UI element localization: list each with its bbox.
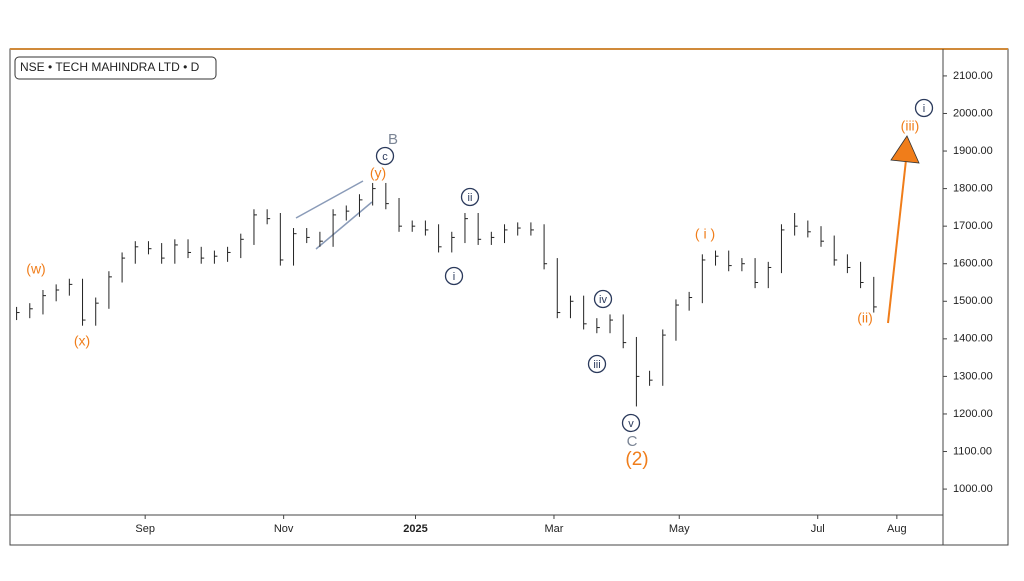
- y-tick-label: 1200.00: [953, 408, 993, 420]
- wave-label: ii: [468, 192, 473, 204]
- wave-label: B: [388, 131, 398, 148]
- wave-circle: [587, 354, 607, 374]
- wave-label: (ii): [857, 310, 873, 326]
- projection-arrow: [887, 135, 920, 324]
- y-tick-label: 1300.00: [953, 370, 993, 382]
- wave-label: iv: [599, 294, 607, 306]
- title-box: [14, 56, 217, 80]
- y-tick-label: 1500.00: [953, 295, 993, 307]
- y-tick-label: 1800.00: [953, 183, 993, 195]
- x-tick-label: May: [669, 523, 690, 535]
- wave-label: i: [453, 271, 455, 283]
- x-tick-label: 2025: [403, 523, 427, 535]
- y-tick-label: 1700.00: [953, 220, 993, 232]
- wave-circle: [444, 266, 464, 286]
- wave-label: i: [923, 103, 925, 115]
- wave-label: (iii): [901, 118, 920, 134]
- y-tick-label: 1000.00: [953, 483, 993, 495]
- channel: [295, 180, 373, 250]
- wave-label: v: [628, 418, 634, 430]
- y-tick-label: 2000.00: [953, 107, 993, 119]
- wave-label: ( i ): [695, 226, 715, 242]
- wave-circle: [593, 289, 613, 309]
- y-tick-label: 1400.00: [953, 333, 993, 345]
- y-tick-label: 1600.00: [953, 258, 993, 270]
- x-tick-label: Jul: [811, 523, 825, 535]
- wave-label: (w): [26, 261, 45, 277]
- wave-label: iii: [593, 359, 600, 371]
- y-tick-label: 1900.00: [953, 145, 993, 157]
- x-tick-label: Sep: [135, 523, 155, 535]
- frame: [9, 48, 1009, 546]
- chart-title: NSE • TECH MAHINDRA LTD • D: [20, 60, 200, 74]
- wave-label: (y): [370, 165, 386, 181]
- wave-circle: [621, 413, 641, 433]
- wave-label: C: [627, 433, 638, 450]
- wave-label: (2): [625, 449, 648, 470]
- x-tick-label: Nov: [274, 523, 294, 535]
- x-tick-label: Aug: [887, 523, 907, 535]
- wave-label: c: [382, 151, 388, 163]
- wave-label: (x): [74, 333, 90, 349]
- x-tick-label: Mar: [544, 523, 563, 535]
- y-tick-label: 2100.00: [953, 70, 993, 82]
- wave-circle: [460, 187, 480, 207]
- wave-circle: [914, 98, 934, 118]
- wave-circle: [375, 146, 395, 166]
- y-tick-label: 1100.00: [953, 445, 992, 457]
